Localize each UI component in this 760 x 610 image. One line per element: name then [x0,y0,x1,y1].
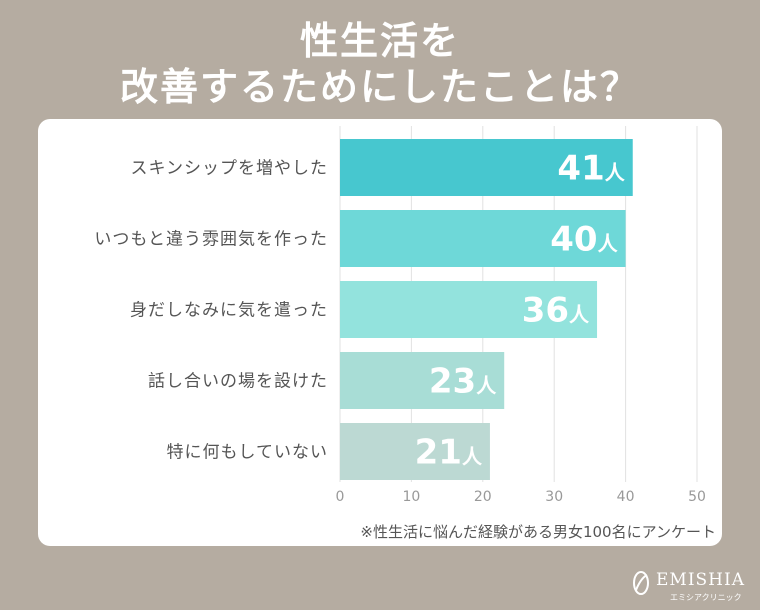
data-label-value: 21 [415,433,462,473]
data-label-value: 40 [550,220,597,260]
survey-note: ※性生活に悩んだ経験がある男女100名にアンケート [360,523,716,541]
x-tick-label: 20 [474,489,492,505]
x-tick-label: 10 [402,489,420,505]
category-label: いつもと違う雰囲気を作った [94,230,328,250]
data-label-value: 41 [557,149,604,189]
brand-leaf-icon [633,571,649,595]
data-label-unit: 人 [598,232,619,256]
title-line-2: 改善するためにしたことは？ [119,65,640,109]
data-label-unit: 人 [476,374,497,398]
x-tick-label: 50 [688,489,706,505]
data-label-unit: 人 [605,161,626,185]
bar [340,281,598,338]
bar [340,139,633,196]
category-label: スキンシップを増やした [131,159,329,179]
data-label: 41人 [557,149,625,189]
data-label: 21人 [415,433,483,473]
brand-subtitle: エミシアクリニック [670,593,742,602]
data-label-value: 36 [522,291,569,331]
bar [340,423,490,480]
brand-name: EMISHIA [656,570,745,590]
data-label-unit: 人 [569,303,590,327]
bar [340,210,626,267]
category-label: 話し合いの場を設けた [148,372,328,392]
data-label-value: 23 [429,362,476,402]
category-label: 身だしなみに気を遣った [130,301,328,321]
data-label: 36人 [522,291,590,331]
data-label: 40人 [550,220,618,260]
data-label: 23人 [429,362,497,402]
brand-logo: EMISHIA エミシアクリニック [630,568,745,604]
title-line-1: 性生活を [299,19,460,63]
x-tick-label: 30 [545,489,563,505]
x-tick-label: 40 [617,489,635,505]
category-label: 特に何もしていない [167,443,329,463]
bar [340,352,505,409]
x-tick-label: 0 [336,489,345,505]
data-label-unit: 人 [462,445,483,469]
